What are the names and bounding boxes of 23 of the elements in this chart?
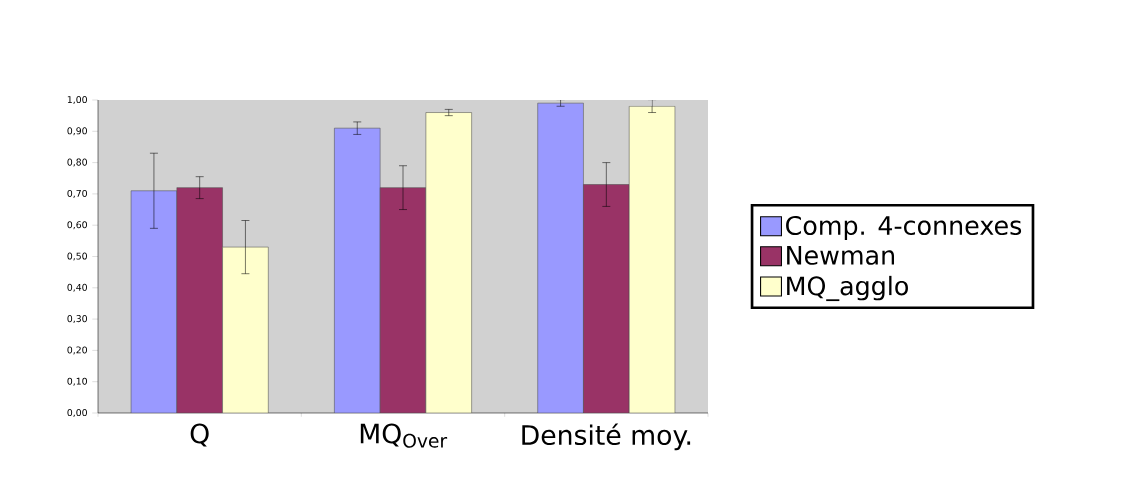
y-tick-label: 0,90 <box>67 127 87 136</box>
bar <box>537 102 584 413</box>
y-tick-label: 0,50 <box>67 252 87 261</box>
y-tick-label: 0,70 <box>67 189 87 198</box>
bar <box>583 184 630 413</box>
y-tick-label: 1,00 <box>67 96 87 105</box>
legend-label: Comp. 4-connexes <box>786 215 1022 240</box>
x-tick-label: MQ$_{Over}$ <box>360 423 448 448</box>
y-tick-label: 0,20 <box>67 346 87 355</box>
bar <box>379 187 427 413</box>
legend-label: Newman <box>787 246 894 265</box>
x-tick-label: Q <box>190 423 209 447</box>
y-tick-label: 0,00 <box>67 409 87 418</box>
y-tick-label: 0,10 <box>67 377 87 386</box>
bar <box>176 187 223 413</box>
y-tick-label: 0,30 <box>67 315 87 324</box>
legend-label: MQ_agglo <box>787 275 908 302</box>
y-tick-label: 0,80 <box>67 158 87 167</box>
y-tick-label: 0,60 <box>67 221 87 230</box>
x-tick-label: Densité moy. <box>522 423 691 451</box>
bar <box>334 127 381 413</box>
y-tick-label: 0,40 <box>67 283 87 292</box>
bar <box>130 190 178 413</box>
